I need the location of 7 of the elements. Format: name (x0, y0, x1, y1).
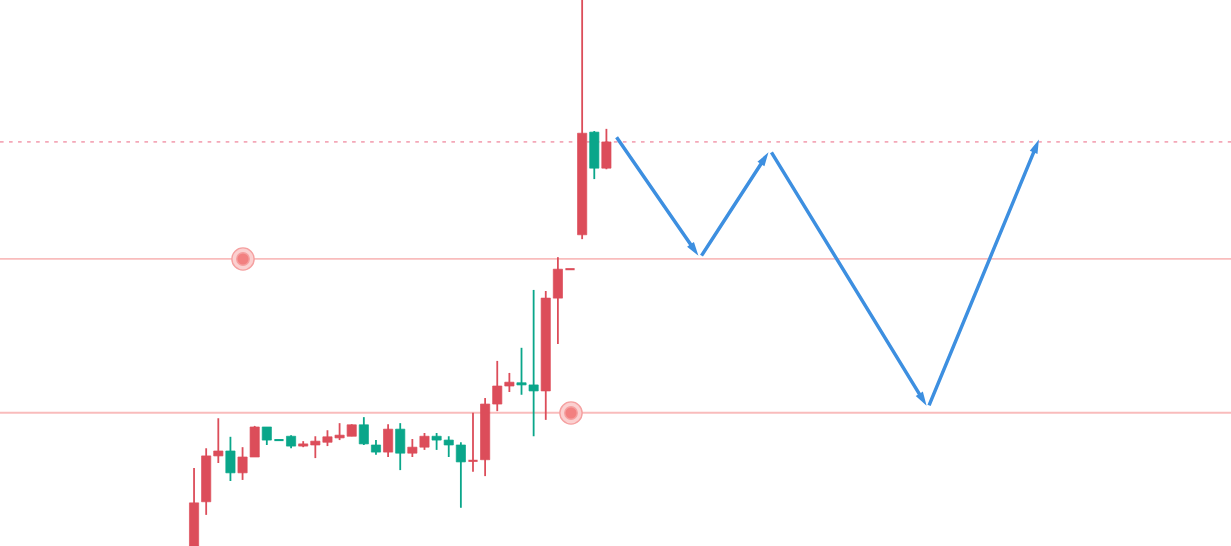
candlestick (213, 417, 224, 464)
candlestick (383, 423, 394, 458)
candlestick (455, 441, 466, 509)
candlestick (358, 416, 369, 446)
candlestick (261, 426, 272, 446)
candlestick (225, 435, 236, 482)
candlestick (467, 411, 479, 473)
